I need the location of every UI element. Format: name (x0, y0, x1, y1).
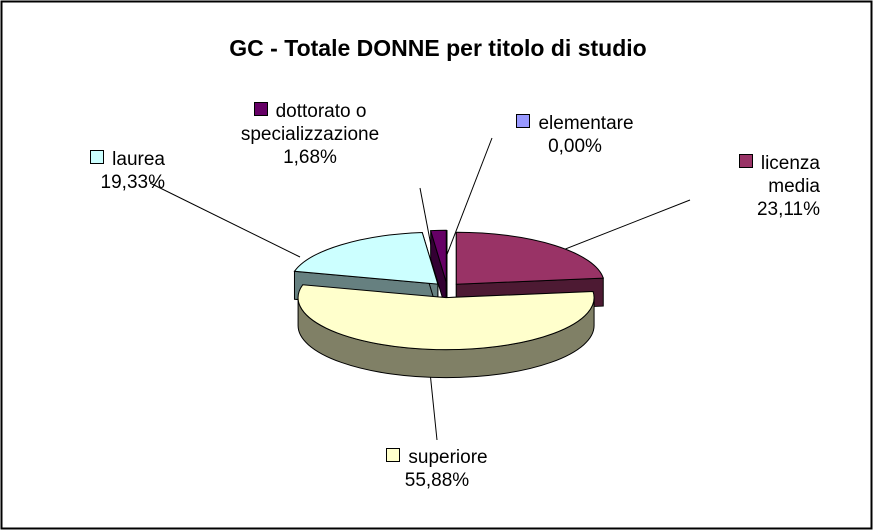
legend-key (516, 114, 531, 128)
label-name: dottorato o specializzazione (240, 101, 380, 145)
slice (297, 284, 595, 351)
label-name: laurea (112, 149, 165, 170)
label-name: elementare (538, 113, 634, 134)
legend-key (386, 448, 401, 462)
data-label: dottorato o specializzazione 1,68% (240, 100, 380, 169)
slice (455, 231, 604, 285)
data-label: superiore 55,88% (352, 446, 522, 492)
label-value: 1,68% (283, 147, 337, 168)
data-label: elementare 0,00% (495, 112, 655, 158)
pie (293, 229, 604, 379)
data-label: laurea 19,33% (25, 148, 165, 194)
leader-lines (149, 137, 691, 441)
label-value: 19,33% (100, 172, 165, 193)
leader-line (429, 371, 438, 441)
legend-key (90, 150, 105, 164)
legend-key (253, 102, 268, 116)
label-name: licenza media (760, 153, 820, 197)
label-value: 0,00% (548, 136, 602, 157)
leader-line (149, 182, 301, 258)
leader-line (544, 199, 691, 258)
slice (430, 229, 447, 283)
label-value: 23,11% (756, 199, 820, 220)
chart-title: GC - Totale DONNE per titolo di studio (229, 35, 646, 61)
data-label: licenza media 23,11% (690, 152, 820, 221)
slice (293, 231, 439, 285)
legend-key (738, 154, 753, 168)
label-value: 55,88% (404, 470, 470, 491)
label-name: superiore (408, 447, 488, 468)
leader-line (440, 137, 493, 271)
